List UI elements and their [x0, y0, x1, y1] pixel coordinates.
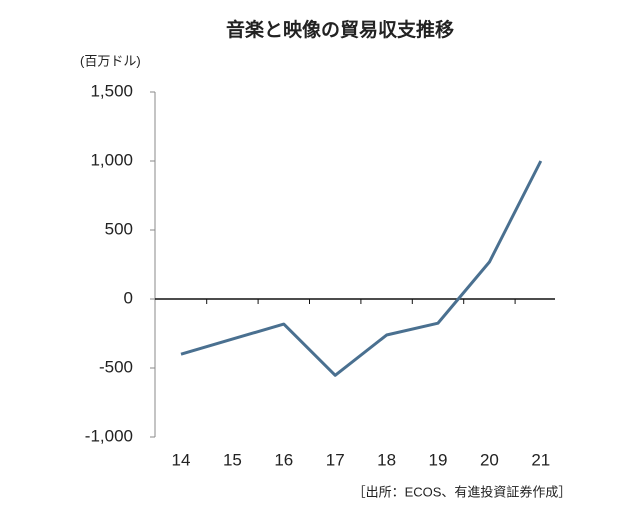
chart-title: 音楽と映像の貿易収支推移 — [226, 18, 454, 41]
y-tick-label: 1,000 — [90, 150, 133, 169]
y-tick-label: -1,000 — [85, 426, 133, 445]
y-unit: (百万ドル) — [80, 53, 141, 68]
y-tick-label: 500 — [105, 219, 133, 238]
x-tick-label: 19 — [429, 450, 448, 469]
x-tick-label: 21 — [531, 450, 550, 469]
y-tick-label: 0 — [124, 288, 133, 307]
x-tick-label: 17 — [326, 450, 345, 469]
y-tick-label: 1,500 — [90, 81, 133, 100]
x-tick-label: 18 — [377, 450, 396, 469]
x-tick-label: 14 — [172, 450, 191, 469]
source-note: ［出所：ECOS、有進投資証券作成］ — [353, 484, 572, 499]
x-tick-label: 15 — [223, 450, 242, 469]
x-tick-label: 20 — [480, 450, 499, 469]
data-line — [180, 160, 543, 377]
y-tick-label: -500 — [99, 357, 133, 376]
x-tick-label: 16 — [274, 450, 293, 469]
